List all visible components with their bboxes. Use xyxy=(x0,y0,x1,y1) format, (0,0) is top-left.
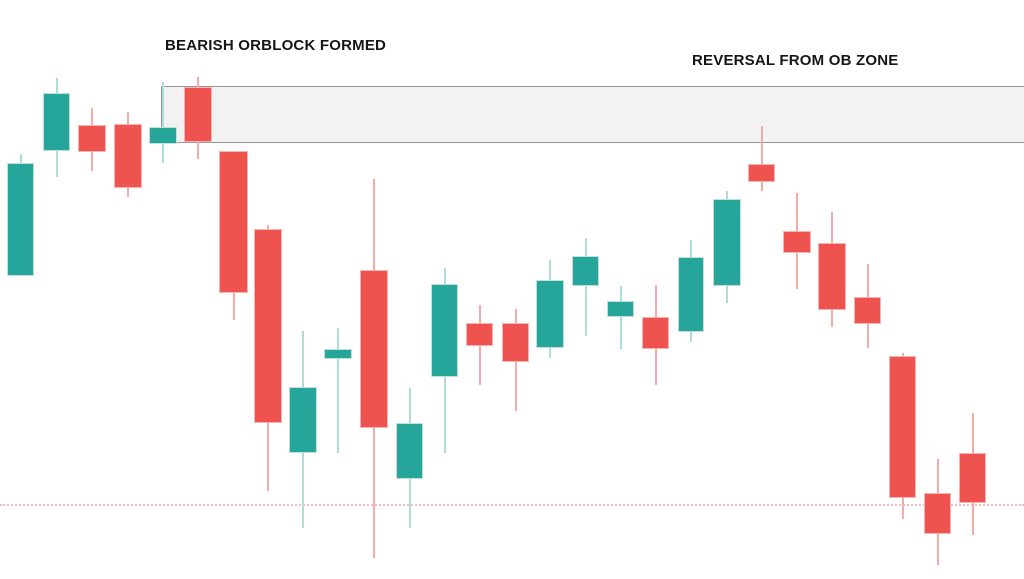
candle-wick xyxy=(619,286,622,349)
candle-body xyxy=(783,231,811,253)
candle-body xyxy=(289,387,317,453)
annotation-bearish-orblock: BEARISH ORBLOCK FORMED xyxy=(165,37,387,54)
order-block-zone xyxy=(161,86,1024,143)
candle-body xyxy=(536,280,564,348)
candle-body xyxy=(607,301,634,317)
candle-body xyxy=(642,317,669,349)
candle-wick xyxy=(162,82,164,163)
candle-body xyxy=(360,270,388,428)
candle-body xyxy=(678,257,704,332)
candle-body xyxy=(924,493,951,534)
annotation-reversal-from-ob-zone: REVERSAL FROM OB ZONE xyxy=(692,52,899,69)
candle-body xyxy=(78,125,106,152)
candle-body xyxy=(572,256,599,286)
candle-body xyxy=(219,151,248,293)
candle-body xyxy=(254,229,282,423)
candle-body xyxy=(502,323,529,362)
candle-body xyxy=(184,87,212,142)
candle-body xyxy=(431,284,458,377)
candle-body xyxy=(748,164,775,182)
candle-body xyxy=(854,297,881,324)
candle-body xyxy=(466,323,493,346)
support-level-dotted-line xyxy=(0,504,1024,506)
candle-wick xyxy=(337,328,339,453)
candle-body xyxy=(818,243,846,310)
candle-wick xyxy=(584,238,587,336)
candle-wick xyxy=(760,126,763,191)
candle-body xyxy=(7,163,34,276)
candle-body xyxy=(149,127,177,144)
candle-body xyxy=(324,349,352,359)
candle-body xyxy=(889,356,916,498)
candle-body xyxy=(396,423,423,479)
candle-body xyxy=(959,453,986,503)
candle-body xyxy=(713,199,741,286)
candle-body xyxy=(114,124,142,188)
candle-body xyxy=(43,93,70,151)
